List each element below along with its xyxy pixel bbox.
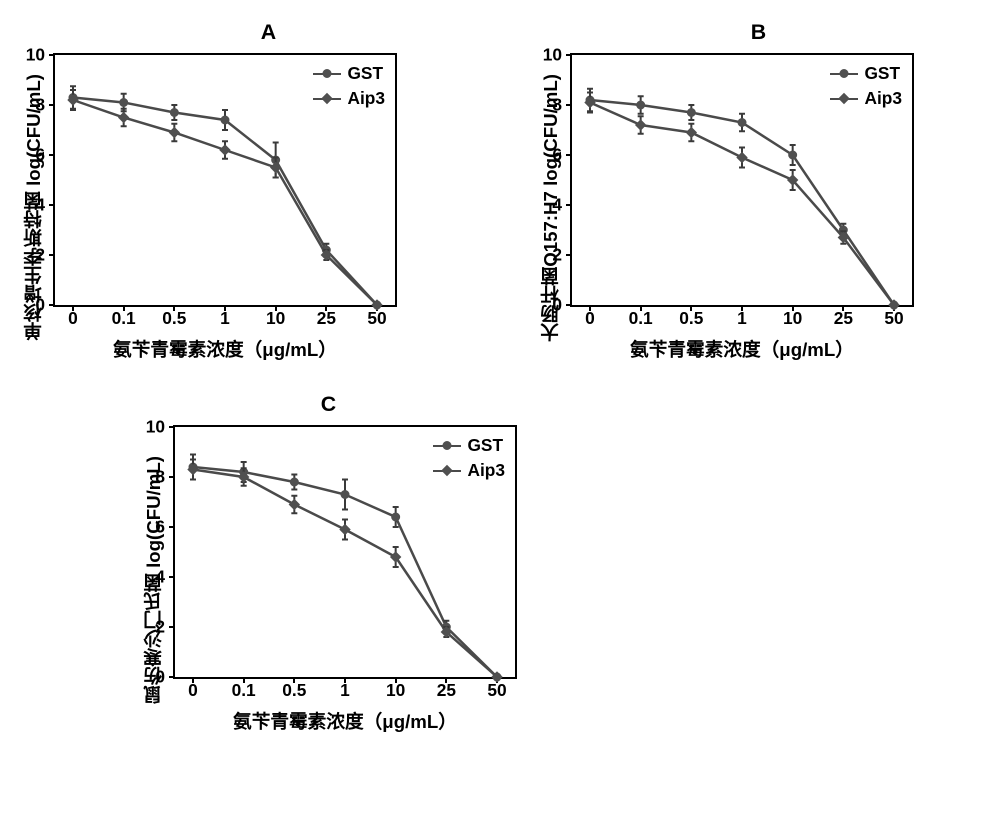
y-tick-label: 8 <box>35 95 45 116</box>
y-tick-label: 10 <box>146 417 165 438</box>
legend-line-icon <box>433 445 461 447</box>
x-tick-label: 1 <box>340 680 350 701</box>
legend-label: GST <box>347 63 383 84</box>
legend-row-aip3: Aip3 <box>433 460 505 481</box>
legend-label: Aip3 <box>864 88 902 109</box>
diamond-icon <box>838 88 850 109</box>
legend: GST Aip3 <box>830 63 902 109</box>
panel-b-xlabel: 氨苄青霉素浓度（μg/mL） <box>570 335 914 362</box>
legend-label: GST <box>467 435 503 456</box>
panel-c-chart: 鼠伤寒沙门氏菌 log(CFU/mL) 024681000.10.5110255… <box>140 425 517 734</box>
y-tick-label: 8 <box>155 467 165 488</box>
legend-line-icon <box>313 73 341 75</box>
panel-a: A 单核增生李斯特菌 log(CFU/mL) 024681000.10.5110… <box>20 20 517 362</box>
x-tick-label: 0.1 <box>232 680 256 701</box>
legend: GST Aip3 <box>313 63 385 109</box>
panel-c-plot: 024681000.10.51102550GSTAip3 <box>173 425 517 679</box>
x-tick-label: 0.5 <box>282 680 306 701</box>
x-tick-label: 50 <box>884 308 903 329</box>
x-tick-label: 25 <box>834 308 853 329</box>
legend-row-aip3: Aip3 <box>313 88 385 109</box>
legend-line-icon <box>313 98 341 100</box>
x-tick-label: 0 <box>68 308 78 329</box>
figure-container: A 单核增生李斯特菌 log(CFU/mL) 024681000.10.5110… <box>20 20 980 734</box>
panel-c-xlabel: 氨苄青霉素浓度（μg/mL） <box>173 707 517 734</box>
legend-row-gst: GST <box>830 63 902 84</box>
x-tick-label: 25 <box>437 680 456 701</box>
legend-line-icon <box>830 98 858 100</box>
legend-line-icon <box>433 470 461 472</box>
circle-icon <box>838 63 850 84</box>
x-tick-label: 0.1 <box>629 308 653 329</box>
diamond-icon <box>441 460 453 481</box>
panel-b: B 大肠杆菌O157:H7 log(CFU/mL) 024681000.10.5… <box>537 20 980 362</box>
y-tick-label: 4 <box>552 195 562 216</box>
legend-label: Aip3 <box>347 88 385 109</box>
panel-a-xlabel: 氨苄青霉素浓度（μg/mL） <box>53 335 397 362</box>
y-tick-label: 2 <box>155 617 165 638</box>
panel-b-chart: 大肠杆菌O157:H7 log(CFU/mL) 024681000.10.511… <box>537 53 980 362</box>
circle-icon <box>321 63 333 84</box>
y-tick-label: 4 <box>155 567 165 588</box>
panel-c-title: C <box>140 392 517 417</box>
legend: GST Aip3 <box>433 435 505 481</box>
y-tick-label: 0 <box>552 295 562 316</box>
y-tick-label: 6 <box>155 517 165 538</box>
y-tick-label: 2 <box>35 245 45 266</box>
x-tick-label: 10 <box>783 308 802 329</box>
x-tick-label: 50 <box>487 680 506 701</box>
legend-row-aip3: Aip3 <box>830 88 902 109</box>
legend-line-icon <box>830 73 858 75</box>
x-tick-label: 0.5 <box>679 308 703 329</box>
y-tick-label: 2 <box>552 245 562 266</box>
panel-a-chart: 单核增生李斯特菌 log(CFU/mL) 024681000.10.511025… <box>20 53 517 362</box>
x-tick-label: 1 <box>220 308 230 329</box>
y-tick-label: 0 <box>155 667 165 688</box>
y-tick-label: 4 <box>35 195 45 216</box>
diamond-icon <box>321 88 333 109</box>
panel-b-title: B <box>537 20 980 45</box>
x-tick-label: 10 <box>386 680 405 701</box>
legend-label: GST <box>864 63 900 84</box>
y-tick-label: 10 <box>26 45 45 66</box>
panel-b-plot: 024681000.10.51102550GSTAip3 <box>570 53 914 307</box>
legend-label: Aip3 <box>467 460 505 481</box>
panel-c: C 鼠伤寒沙门氏菌 log(CFU/mL) 024681000.10.51102… <box>140 392 517 734</box>
legend-row-gst: GST <box>313 63 385 84</box>
y-tick-label: 6 <box>552 145 562 166</box>
y-tick-label: 0 <box>35 295 45 316</box>
x-tick-label: 0 <box>585 308 595 329</box>
x-tick-label: 50 <box>367 308 386 329</box>
x-tick-label: 1 <box>737 308 747 329</box>
y-tick-label: 10 <box>543 45 562 66</box>
panel-a-title: A <box>20 20 517 45</box>
x-tick-label: 10 <box>266 308 285 329</box>
panel-a-plot: 024681000.10.51102550GSTAip3 <box>53 53 397 307</box>
x-tick-label: 25 <box>317 308 336 329</box>
x-tick-label: 0.1 <box>112 308 136 329</box>
x-tick-label: 0 <box>188 680 198 701</box>
x-tick-label: 0.5 <box>162 308 186 329</box>
circle-icon <box>441 435 453 456</box>
y-tick-label: 6 <box>35 145 45 166</box>
legend-row-gst: GST <box>433 435 505 456</box>
y-tick-label: 8 <box>552 95 562 116</box>
